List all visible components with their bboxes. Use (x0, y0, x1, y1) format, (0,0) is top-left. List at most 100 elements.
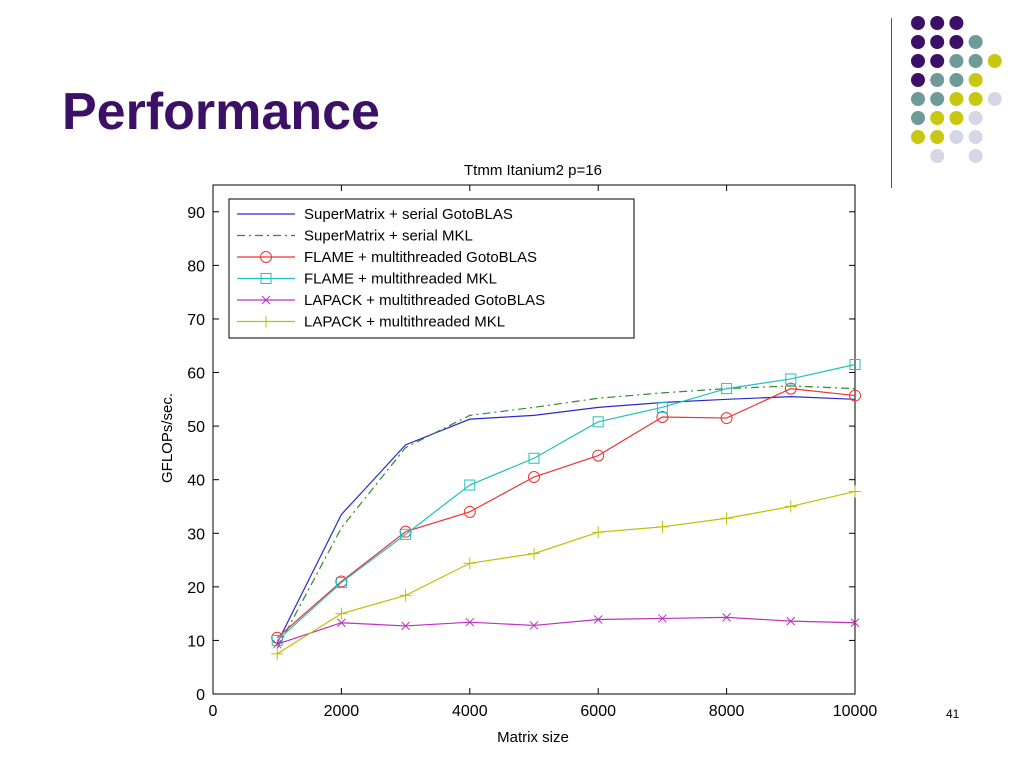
decorative-dot (968, 130, 983, 144)
decorative-dot (949, 111, 964, 125)
data-point (528, 547, 540, 560)
slide-title: Performance (62, 83, 380, 141)
data-point (786, 616, 796, 626)
legend-label: SuperMatrix + serial MKL (304, 228, 473, 245)
data-point (592, 526, 605, 539)
data-point (849, 389, 861, 402)
series-group (271, 485, 861, 660)
x-tick-label: 8000 (709, 703, 745, 720)
series-group (271, 358, 861, 646)
series-line (276, 387, 856, 639)
data-point (400, 528, 412, 540)
data-point (656, 410, 669, 423)
data-point (528, 471, 540, 484)
decorative-dot (911, 73, 925, 87)
plot-frame (212, 184, 856, 695)
series-group (272, 613, 860, 649)
legend-label: SuperMatrix + serial GotoBLAS (304, 206, 513, 223)
legend-label: LAPACK + multithreaded GotoBLAS (304, 292, 545, 309)
decorative-dot (987, 54, 1002, 68)
legend-box (228, 198, 635, 339)
decorative-dot (949, 130, 964, 144)
y-tick-label: 60 (187, 366, 205, 383)
series-line (276, 396, 856, 644)
decorative-dot (930, 111, 945, 125)
decorative-dot (949, 92, 964, 106)
data-point (272, 639, 282, 649)
data-point (335, 577, 347, 589)
decorative-dot (968, 54, 983, 68)
decorative-dot (911, 35, 925, 49)
decorative-dot (930, 130, 945, 144)
decorative-dot (911, 130, 925, 144)
decorative-dot (987, 92, 1002, 106)
decorative-dot (930, 54, 945, 68)
y-tick-label: 70 (187, 312, 205, 329)
legend-label: LAPACK + multithreaded MKL (304, 314, 505, 331)
decorative-dot-grid (911, 16, 1002, 163)
data-point (261, 295, 271, 305)
decorative-dot (968, 149, 983, 163)
y-tick-label: 90 (187, 205, 205, 222)
decorative-dot (949, 16, 964, 30)
data-point (401, 621, 410, 631)
chart-title: Ttmm Itanium2 p=16 (464, 162, 602, 179)
y-tick-label: 80 (187, 258, 205, 275)
decorative-dot (949, 73, 964, 87)
legend-label: FLAME + multithreaded MKL (304, 271, 497, 288)
decorative-dot (930, 149, 945, 163)
series-group (276, 396, 856, 644)
series-group (276, 385, 856, 649)
data-point (399, 589, 412, 602)
x-tick-label: 4000 (452, 703, 488, 720)
y-axis-label: GFLOPs/sec. (159, 393, 176, 483)
decorative-dot (911, 16, 925, 30)
decorative-dot (930, 73, 945, 87)
x-tick-label: 0 (209, 703, 218, 720)
decorative-divider (891, 18, 892, 188)
data-point (335, 607, 348, 620)
y-tick-label: 30 (187, 526, 205, 543)
data-point (463, 557, 476, 570)
data-point (260, 273, 272, 284)
data-point (658, 614, 667, 623)
legend-label: FLAME + multithreaded GotoBLAS (304, 249, 537, 266)
decorative-dot (911, 111, 925, 125)
series-line (276, 385, 856, 649)
data-point (849, 358, 861, 370)
y-tick-label: 40 (187, 473, 205, 490)
data-point (720, 512, 733, 525)
y-tick-label: 20 (187, 580, 205, 597)
data-point (260, 315, 272, 328)
data-point (337, 618, 346, 628)
data-point (722, 613, 731, 622)
data-point (784, 500, 797, 513)
data-point (463, 505, 476, 518)
series-group (271, 382, 861, 644)
decorative-dot (949, 35, 964, 49)
data-point (529, 621, 539, 630)
data-point (784, 382, 797, 395)
data-point (850, 618, 860, 628)
data-point (271, 634, 283, 646)
page-number: 41 (946, 707, 960, 721)
data-point (464, 479, 476, 491)
data-point (656, 401, 668, 413)
data-point (592, 416, 604, 428)
series-line (276, 363, 856, 641)
y-tick-label: 50 (187, 419, 205, 436)
decorative-dot (930, 92, 945, 106)
decorative-dot (911, 54, 925, 68)
data-point (720, 412, 733, 425)
x-axis-label: Matrix size (497, 729, 569, 746)
data-point (592, 449, 605, 462)
decorative-dot (968, 111, 983, 125)
data-point (656, 520, 669, 533)
decorative-dot (930, 16, 945, 30)
data-point (593, 615, 603, 624)
data-point (271, 647, 284, 660)
y-tick-label: 0 (196, 687, 205, 704)
y-tick-label: 10 (187, 633, 205, 650)
decorative-dot (930, 35, 945, 49)
